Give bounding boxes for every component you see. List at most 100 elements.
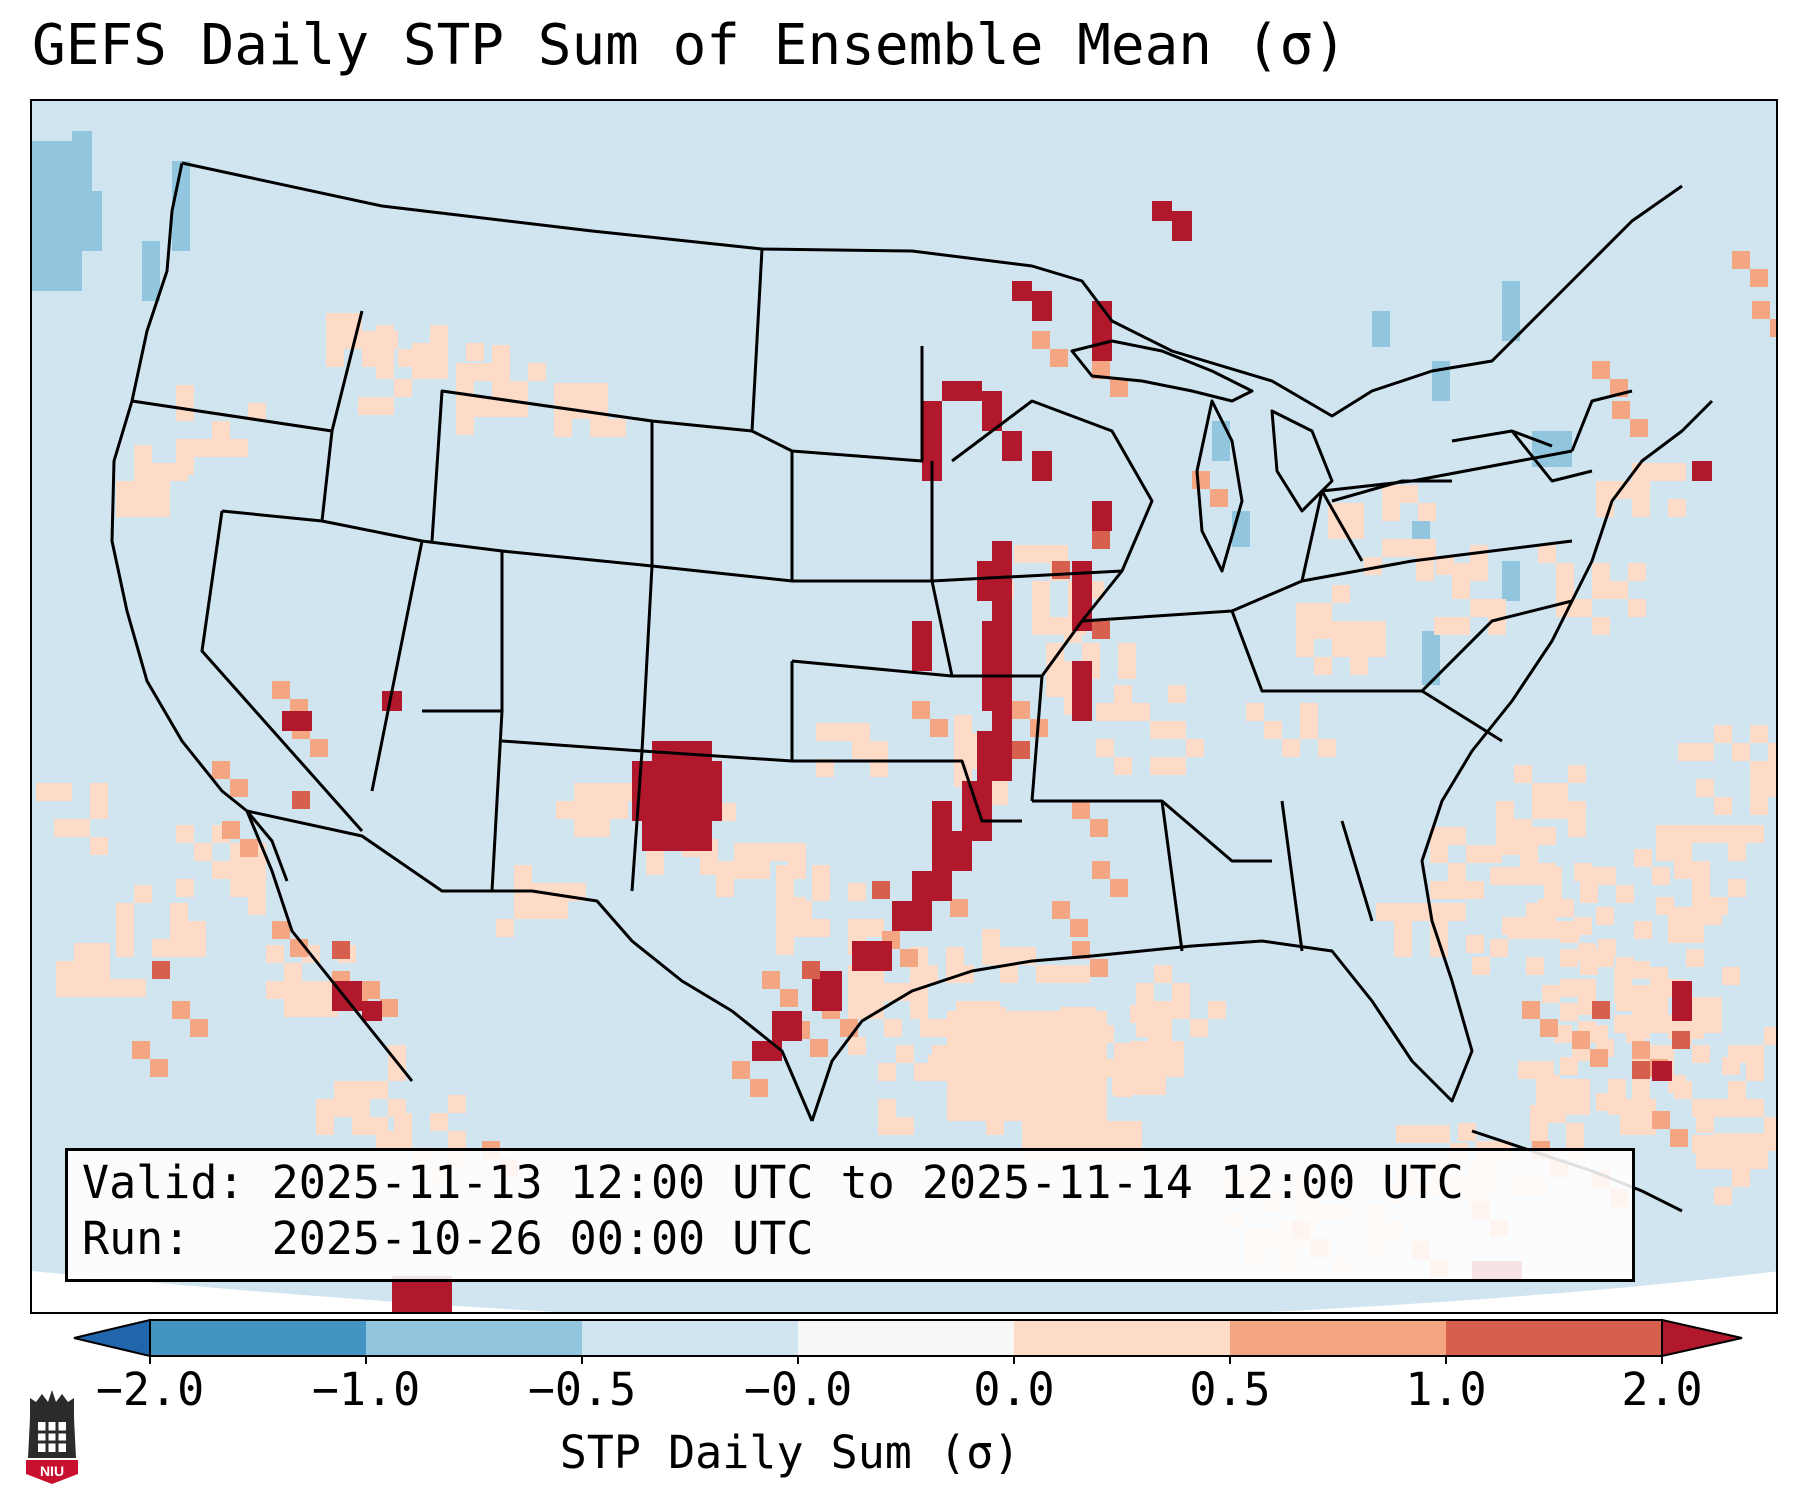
anomaly-cell [1596,481,1614,499]
anomaly-cell [1416,563,1434,581]
anomaly-cell [1566,1123,1584,1141]
anomaly-cell [1578,985,1596,1003]
anomaly-cell [382,691,402,711]
anomaly-cell [1670,1129,1688,1147]
anomaly-cell [1092,531,1110,549]
anomaly-cell [54,819,72,837]
anomaly-cell [1092,501,1112,531]
anomaly-cell [1052,561,1070,579]
anomaly-cell [1448,863,1466,881]
anomaly-cell [990,787,1008,805]
anomaly-cell [1592,617,1610,635]
anomaly-cell [1678,743,1696,761]
anomaly-cell [1118,643,1136,661]
anomaly-cell [394,379,412,397]
anomaly-cell [1514,765,1532,783]
anomaly-cell [1070,919,1088,937]
anomaly-cell [1130,1077,1148,1095]
anomaly-cell [1046,679,1064,697]
anomaly-cell [430,361,448,379]
anomaly-cell [554,383,572,401]
anomaly-cell [1190,1019,1208,1037]
anomaly-cell [1488,599,1506,617]
anomaly-cell [1136,1019,1154,1037]
anomaly-cell [1014,545,1032,563]
anomaly-cell [1632,481,1650,499]
anomaly-cell [1448,881,1466,899]
anomaly-cell [1710,897,1728,915]
anomaly-cell [1710,825,1728,843]
anomaly-cell [170,463,188,481]
anomaly-cell [1568,765,1586,783]
anomaly-cell [982,929,1000,947]
anomaly-cell [700,857,718,875]
anomaly-cell [1150,757,1168,775]
anomaly-cell [884,1019,902,1037]
anomaly-cell [362,981,380,999]
anomaly-cell [632,761,722,821]
anomaly-cell [1296,639,1314,657]
anomaly-cell [230,439,248,457]
anomaly-cell [1608,1079,1626,1097]
anomaly-cell [492,363,510,381]
anomaly-cell [1752,301,1770,319]
anomaly-cell [152,939,170,957]
anomaly-cell [608,419,626,437]
run-time-text: Run: 2025-10-26 00:00 UTC [82,1212,814,1265]
anomaly-cell [492,345,510,363]
anomaly-cell [1674,825,1692,843]
anomaly-cell [1592,563,1610,581]
anomaly-cell [1296,621,1314,639]
anomaly-cell [116,481,134,499]
anomaly-cell [718,803,736,821]
anomaly-cell [116,903,134,921]
anomaly-cell [1036,965,1054,983]
anomaly-cell [947,1011,1107,1121]
anomaly-cell [292,791,310,809]
anomaly-cell [1632,961,1650,979]
anomaly-cell [1508,867,1526,885]
anomaly-cell [474,399,492,417]
anomaly-cell [1626,1025,1644,1043]
anomaly-cell [900,949,918,967]
anomaly-cell [1012,741,1030,759]
anomaly-cell [170,939,188,957]
anomaly-cell [1554,1079,1572,1097]
anomaly-cell [848,883,866,901]
anomaly-cell [176,439,194,457]
anomaly-cell [74,961,92,979]
colorbar-segment [798,1320,1014,1356]
anomaly-cell [212,421,230,439]
projection-edge-left [32,1271,557,1312]
anomaly-cell [1148,1059,1166,1077]
anomaly-cell [1714,725,1732,743]
anomaly-cell [176,385,194,403]
anomaly-cell [1368,621,1386,639]
anomaly-cell [1728,1045,1746,1063]
anomaly-cell [1544,867,1562,885]
anomaly-cell [1696,779,1714,797]
anomaly-cell [870,741,888,759]
anomaly-cell [1692,897,1710,915]
anomaly-cell [1580,957,1598,975]
anomaly-cell [1526,903,1544,921]
anomaly-cell [1152,201,1172,221]
anomaly-cell [116,499,134,517]
anomaly-cell [190,1019,208,1037]
anomaly-cell [1560,1003,1578,1021]
anomaly-cell [1732,1169,1750,1187]
anomaly-cell [412,343,430,361]
anomaly-cell [954,715,972,733]
anomaly-cell [1148,1077,1166,1095]
anomaly-cell [1300,703,1318,721]
anomaly-cell [1470,599,1488,617]
anomaly-cell [134,481,152,499]
state-lines [131,248,1633,952]
anomaly-cell [1560,925,1578,943]
anomaly-cell [1046,661,1064,679]
anomaly-cell [1452,617,1470,635]
anomaly-cell [1002,431,1022,461]
anomaly-cell [1632,1061,1650,1079]
anomaly-cell [1632,1075,1650,1093]
anomaly-cell [922,401,942,481]
